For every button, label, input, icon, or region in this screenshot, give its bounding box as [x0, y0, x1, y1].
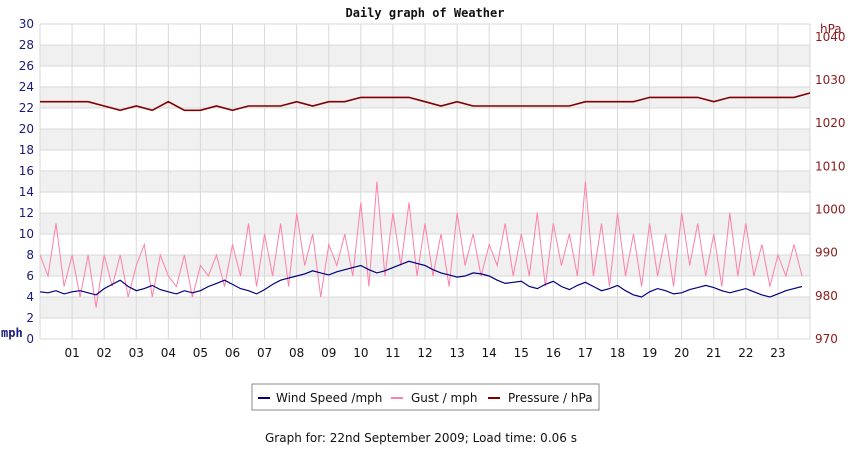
x-tick-label: 09 [321, 346, 336, 360]
x-tick-label: 17 [578, 346, 593, 360]
wind-speed-series [39, 260, 803, 298]
x-tick-label: 11 [385, 346, 400, 360]
left-tick-label: 14 [19, 185, 34, 199]
left-tick-label: 0 [26, 332, 34, 346]
wind-speed-line [39, 260, 803, 298]
right-tick-label: 970 [815, 332, 838, 346]
x-tick-label: 18 [610, 346, 625, 360]
x-tick-label: 07 [257, 346, 272, 360]
left-tick-label: 24 [19, 80, 34, 94]
left-tick-label: 22 [19, 101, 34, 115]
right-tick-label: 1010 [815, 159, 846, 173]
right-tick-label: 1040 [815, 30, 846, 44]
left-tick-label: 16 [19, 164, 34, 178]
x-tick-label: 03 [129, 346, 144, 360]
legend: Wind Speed /mph Gust / mph Pressure / hP… [251, 383, 600, 411]
gust-line [39, 181, 803, 308]
x-tick-label: 01 [64, 346, 79, 360]
x-tick-label: 13 [449, 346, 464, 360]
x-tick-label: 23 [770, 346, 785, 360]
pressure-line [40, 92, 811, 112]
x-tick-label: 05 [193, 346, 208, 360]
left-tick-label: 18 [19, 143, 34, 157]
gust-series [39, 181, 803, 308]
right-tick-label: 1030 [815, 73, 846, 87]
x-tick-label: 15 [514, 346, 529, 360]
x-tick-label: 12 [417, 346, 432, 360]
x-tick-label: 19 [642, 346, 657, 360]
x-tick-label: 21 [706, 346, 721, 360]
right-tick-label: 1000 [815, 203, 846, 217]
gridlines [39, 23, 811, 340]
right-tick-label: 980 [815, 289, 838, 303]
left-tick-label: 8 [26, 248, 34, 262]
legend-box [251, 383, 600, 411]
legend-label-wind: Wind Speed /mph [276, 391, 382, 405]
x-tick-label: 14 [482, 346, 497, 360]
left-tick-label: 12 [19, 206, 34, 220]
right-tick-label: 990 [815, 246, 838, 260]
left-tick-label: 10 [19, 227, 34, 241]
left-tick-label: 20 [19, 122, 34, 136]
left-tick-label: 4 [26, 290, 34, 304]
legend-label-pressure: Pressure / hPa [508, 391, 593, 405]
left-tick-label: 26 [19, 59, 34, 73]
left-axis-unit: mph [1, 326, 23, 340]
x-tick-label: 04 [161, 346, 176, 360]
left-tick-label: 30 [19, 17, 34, 31]
x-tick-label: 06 [225, 346, 240, 360]
left-tick-label: 2 [26, 311, 34, 325]
x-axis-ticks: 01 02 03 04 05 06 07 08 09 10 11 12 13 14 15 16 17 18 19 20… [64, 346, 785, 360]
right-axis-unit: hPa [820, 22, 842, 36]
x-tick-label: 10 [353, 346, 368, 360]
footer-text: Graph for: 22nd September 2009; Load tim… [265, 431, 577, 445]
left-tick-label: 6 [26, 269, 34, 283]
x-tick-label: 22 [738, 346, 753, 360]
x-tick-label: 20 [674, 346, 689, 360]
x-tick-label: 02 [97, 346, 112, 360]
right-axis-ticks: 970 980 990 1000 1010 1020 1030 1040 [815, 30, 846, 346]
x-tick-label: 16 [546, 346, 561, 360]
right-tick-label: 1020 [815, 116, 846, 130]
chart-title: Daily graph of Weather [346, 6, 505, 20]
pressure-series [40, 92, 811, 112]
legend-label-gust: Gust / mph [411, 391, 477, 405]
x-tick-label: 08 [289, 346, 304, 360]
left-tick-label: 28 [19, 38, 34, 52]
